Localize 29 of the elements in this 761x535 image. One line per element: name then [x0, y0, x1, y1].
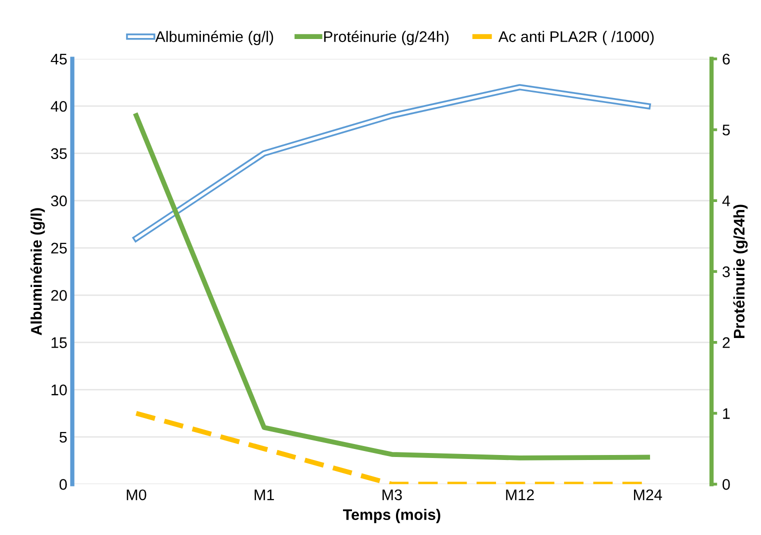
x-axis-title: Temps (mois)	[342, 508, 440, 524]
y-tick-label: 45	[50, 54, 67, 65]
line-series	[134, 113, 650, 460]
x-tick-label: M3	[382, 489, 402, 500]
y2-tick-label: 3	[722, 266, 730, 278]
x-tick-label: M12	[506, 489, 534, 500]
y-tick-label: 30	[51, 195, 67, 206]
y2-tick-label: 5	[722, 124, 730, 136]
legend-label: Protéinurie (g/24h)	[324, 30, 449, 46]
y-tick-label: 15	[52, 337, 67, 348]
y-tick-label: 35	[51, 148, 67, 160]
y2-tick-label: 4	[722, 196, 730, 206]
y-tick-label: 5	[60, 432, 67, 443]
y2-tick-label: 1	[723, 408, 730, 419]
y2-axis-title: Protéinurie (g/24h)	[733, 204, 748, 338]
x-tick-label: M24	[634, 489, 662, 500]
x-tick-label: M1	[254, 490, 274, 500]
y-tick-label: 40	[50, 100, 67, 112]
x-tick-label: M0	[126, 489, 146, 500]
y-tick-label: 0	[60, 479, 67, 490]
y2-tick-label: 6	[722, 54, 730, 65]
y-tick-label: 20	[51, 290, 67, 301]
y-tick-label: 25	[51, 242, 67, 254]
legend-label: Albuminémie (g/l)	[155, 30, 274, 46]
y2-tick-label: 2	[722, 337, 730, 348]
y-axis-title: Albuminémie (g/l)	[30, 208, 45, 336]
y-tick-label: 10	[52, 384, 67, 396]
legend-label: Ac anti PLA2R ( /1000)	[498, 30, 654, 46]
y2-tick-label: 0	[722, 479, 730, 490]
